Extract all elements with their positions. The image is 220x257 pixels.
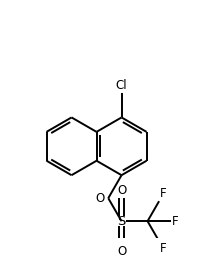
Text: Cl: Cl [116, 79, 127, 92]
Text: O: O [95, 192, 104, 205]
Text: O: O [117, 184, 126, 197]
Text: F: F [160, 187, 167, 200]
Text: S: S [117, 215, 126, 228]
Text: F: F [172, 215, 178, 228]
Text: O: O [117, 245, 126, 257]
Text: F: F [160, 242, 167, 255]
